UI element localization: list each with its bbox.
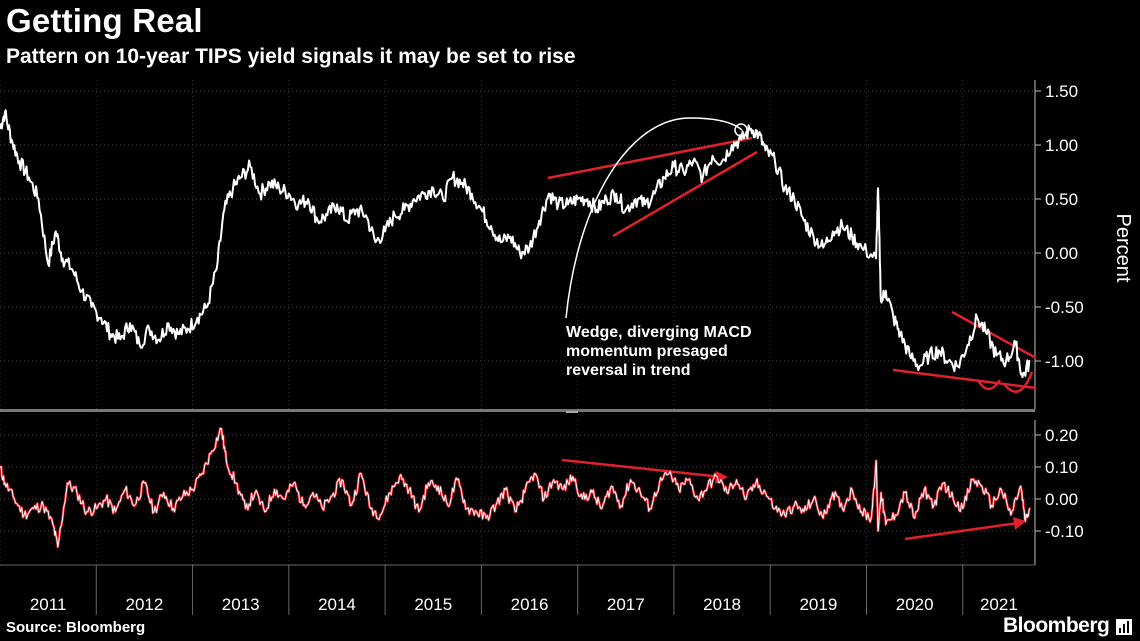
upper-tick-label: -0.50 (1045, 298, 1084, 317)
chart-title: Getting Real (6, 2, 203, 39)
wedge-upper-line (547, 136, 753, 180)
upper-tick-label: 0.00 (1045, 244, 1078, 263)
upper-tick-label: -1.00 (1045, 352, 1084, 371)
annotation-text: Wedge, diverging MACD momentum presaged re… (566, 324, 752, 379)
upper-tick-label: 1.00 (1045, 136, 1078, 155)
x-tick-label: 2019 (799, 595, 837, 614)
annotation-line: momentum presaged (566, 343, 728, 360)
tips-yield-series-line (0, 109, 1031, 379)
upper-tick-labels: -1.00 -0.50 0.00 0.50 1.00 1.50 (1035, 82, 1084, 371)
annotation-leader-arc (565, 117, 743, 319)
falling-wedge-lower (892, 368, 1037, 390)
bloomberg-mark-icon (1116, 619, 1132, 635)
x-tick-label: 2015 (414, 595, 452, 614)
macd-up-arrow-line (904, 521, 1019, 541)
panel-separator-notch (566, 411, 578, 413)
source-note: Source: Bloomberg (6, 619, 146, 636)
x-tick-label: 2020 (896, 595, 934, 614)
lower-tick-label: 0.10 (1045, 458, 1078, 477)
upper-tick-label: 0.50 (1045, 190, 1078, 209)
macd-series-line-red (0, 427, 1031, 549)
lower-panel-grid (0, 434, 1035, 532)
bottom-arc-1 (976, 379, 1002, 391)
upper-panel-grid (0, 90, 1035, 362)
x-tick-label: 2013 (222, 595, 260, 614)
lower-tick-labels: -0.10 0.00 0.10 0.20 (1035, 426, 1084, 541)
panel-separator (0, 409, 1035, 412)
bottom-arc-2 (1003, 371, 1034, 393)
annotation-line: reversal in trend (566, 362, 691, 379)
upper-tick-label: 1.50 (1045, 82, 1078, 101)
wedge-annotations (547, 136, 1037, 541)
brand-logo-text: Bloomberg (1003, 614, 1110, 637)
macd-series-line (0, 427, 1031, 548)
macd-down-arrow-line (561, 458, 723, 479)
x-tick-label: 2014 (318, 595, 356, 614)
peak-marker-circle (734, 123, 748, 137)
y-axis-label: Percent (1112, 214, 1134, 283)
x-tick-label: 2011 (30, 595, 67, 614)
chart-subtitle: Pattern on 10-year TIPS yield signals it… (6, 45, 576, 68)
lower-tick-label: 0.20 (1045, 426, 1078, 445)
x-tick-label: 2021 (980, 595, 1018, 614)
year-dividers (0, 80, 964, 615)
x-tick-label: 2016 (511, 595, 549, 614)
x-tick-labels: 2011 2012 2013 2014 2015 2016 2017 2018 2019 2020… (30, 595, 1018, 614)
x-tick-label: 2012 (126, 595, 164, 614)
lower-tick-label: 0.00 (1045, 490, 1078, 509)
lower-tick-label: -0.10 (1045, 522, 1084, 541)
annotation-line: Wedge, diverging MACD (566, 324, 752, 341)
falling-wedge-upper (951, 310, 1037, 360)
wedge-lower-line (612, 150, 758, 238)
macd-up-arrowhead (1013, 517, 1026, 530)
x-tick-label: 2017 (607, 595, 645, 614)
x-tick-label: 2018 (703, 595, 741, 614)
